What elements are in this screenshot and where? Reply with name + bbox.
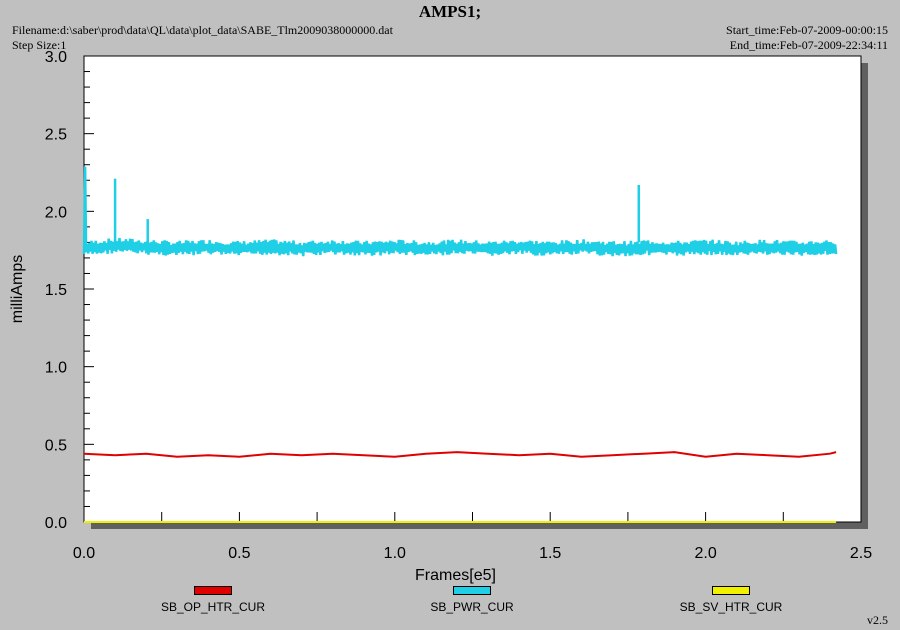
series-line-sb-pwr-cur — [82, 166, 838, 257]
x-tick-label: 1.5 — [539, 545, 561, 562]
y-tick-label: 1.5 — [45, 282, 67, 299]
y-tick-label: 2.5 — [45, 127, 67, 144]
y-axis-label: milliAmps — [9, 255, 26, 323]
x-tick-label: 0.0 — [73, 545, 95, 562]
legend-label: SB_SV_HTR_CUR — [679, 600, 783, 614]
legend-label: SB_PWR_CUR — [430, 600, 514, 614]
x-tick-label: 1.0 — [384, 545, 406, 562]
legend-swatch — [453, 586, 491, 595]
step-size-label: Step Size:1 — [12, 38, 67, 52]
start-time-label: Start_time:Feb-07-2009-00:00:15 — [726, 23, 888, 37]
legend-swatch — [194, 586, 232, 595]
x-tick-label: 2.0 — [694, 545, 716, 562]
version-label: v2.5 — [867, 613, 888, 627]
legend-label: SB_OP_HTR_CUR — [160, 600, 266, 614]
y-tick-label: 0.0 — [45, 515, 67, 532]
y-tick-label: 3.0 — [45, 49, 67, 66]
legend-swatch — [712, 586, 750, 595]
y-tick-label: 1.0 — [45, 360, 67, 377]
y-tick-label: 2.0 — [45, 204, 67, 221]
filename-label: Filename:d:\saber\prod\data\QL\data\plot… — [12, 23, 393, 37]
chart-title: AMPS1; — [418, 2, 482, 21]
plot-area — [83, 55, 862, 523]
legend-item: SB_PWR_CUR — [402, 586, 542, 614]
legend-item: SB_OP_HTR_CUR — [143, 586, 283, 614]
series-line-sb-op-htr-cur — [83, 451, 837, 458]
x-axis-label: Frames[e5] — [415, 567, 496, 584]
legend-item: SB_SV_HTR_CUR — [661, 586, 801, 614]
y-tick-label: 0.5 — [45, 437, 67, 454]
x-tick-label: 0.5 — [228, 545, 250, 562]
x-tick-label: 2.5 — [850, 545, 872, 562]
end-time-label: End_time:Feb-07-2009-22:34:11 — [729, 38, 888, 52]
